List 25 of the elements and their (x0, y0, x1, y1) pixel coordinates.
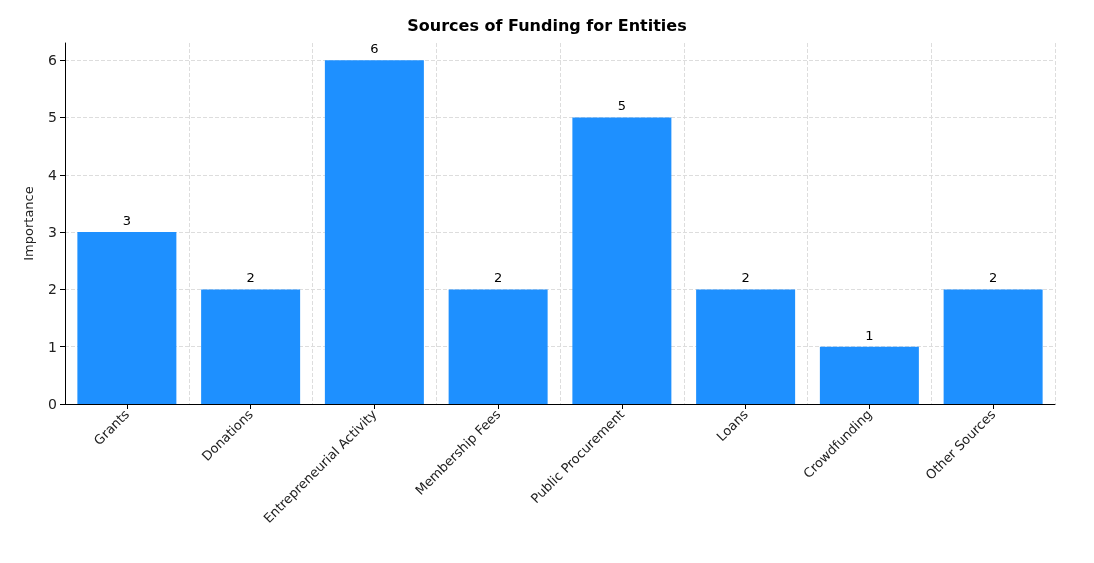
data-label: 6 (370, 41, 379, 57)
data-label: 2 (741, 270, 750, 286)
y-tick-label: 2 (48, 281, 57, 298)
data-label: 2 (246, 270, 255, 286)
bar (324, 60, 424, 404)
bar (819, 346, 919, 404)
bar (77, 232, 177, 404)
bar (696, 289, 796, 404)
bar (943, 289, 1043, 404)
bar (201, 289, 301, 404)
data-label: 1 (865, 327, 874, 343)
y-axis-title: Importance (21, 186, 36, 261)
y-tick-label: 6 (48, 52, 58, 69)
chart-title: Sources of Funding for Entities (407, 15, 687, 35)
bar (572, 117, 672, 404)
y-tick-label: 3 (48, 224, 57, 241)
y-tick-label: 5 (48, 109, 57, 126)
y-tick-label: 1 (48, 338, 57, 355)
data-label: 3 (122, 213, 132, 229)
data-label: 2 (493, 270, 503, 286)
data-label: 2 (988, 270, 998, 286)
data-label: 5 (617, 98, 627, 114)
bar (448, 289, 548, 404)
y-tick-label: 0 (48, 396, 57, 412)
y-tick-label: 4 (48, 166, 58, 183)
